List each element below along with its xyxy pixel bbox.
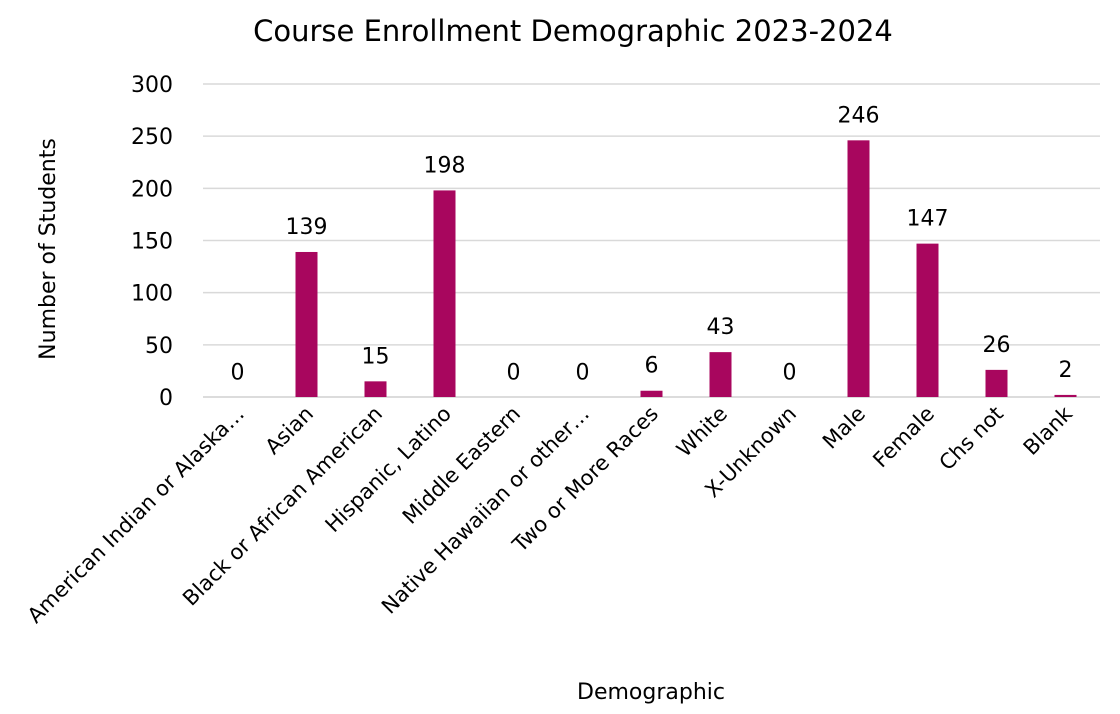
category-label: Female xyxy=(868,402,939,473)
data-label: 26 xyxy=(983,333,1011,358)
bar xyxy=(365,381,387,397)
category-label: Blank xyxy=(1019,401,1078,460)
y-tick-label: 50 xyxy=(145,334,173,359)
data-label: 0 xyxy=(507,360,521,385)
bar xyxy=(710,352,732,397)
category-label: Male xyxy=(818,402,870,454)
data-label: 147 xyxy=(907,207,949,232)
bar xyxy=(1055,395,1077,397)
data-label: 15 xyxy=(362,344,390,369)
gridlines xyxy=(203,84,1100,397)
y-tick-label: 0 xyxy=(159,386,173,411)
data-label: 2 xyxy=(1059,358,1073,383)
category-label: Asian xyxy=(261,402,319,460)
category-label: Hispanic, Latino xyxy=(321,402,456,537)
bar xyxy=(917,244,939,397)
data-label: 198 xyxy=(424,153,466,178)
data-label: 43 xyxy=(707,315,735,340)
y-axis-title: Number of Students xyxy=(36,138,61,360)
category-label: Middle Eastern xyxy=(398,402,525,529)
data-label: 0 xyxy=(783,360,797,385)
y-tick-label: 250 xyxy=(131,125,173,150)
category-label: White xyxy=(672,402,732,462)
y-axis-ticks: 0 50 100 150 200 250 300 xyxy=(131,73,173,411)
bars xyxy=(296,140,1077,397)
y-tick-label: 100 xyxy=(131,282,173,307)
bar xyxy=(986,370,1008,397)
data-label: 246 xyxy=(838,103,880,128)
bar xyxy=(848,140,870,397)
y-tick-label: 300 xyxy=(131,73,173,98)
data-label: 0 xyxy=(576,360,590,385)
category-label: Chs not xyxy=(935,402,1009,476)
bar xyxy=(641,391,663,397)
bar xyxy=(296,252,318,397)
bar xyxy=(434,190,456,397)
data-label: 6 xyxy=(645,354,659,379)
data-label: 139 xyxy=(286,215,328,240)
y-tick-label: 150 xyxy=(131,230,173,255)
category-label: American Indian or Alaska… xyxy=(23,402,249,628)
data-labels: 0 139 15 198 0 0 6 43 0 246 147 26 2 xyxy=(231,103,1073,385)
y-tick-label: 200 xyxy=(131,177,173,202)
chart-title: Course Enrollment Demographic 2023-2024 xyxy=(253,14,893,48)
x-axis-title: Demographic xyxy=(577,680,725,705)
data-label: 0 xyxy=(231,360,245,385)
